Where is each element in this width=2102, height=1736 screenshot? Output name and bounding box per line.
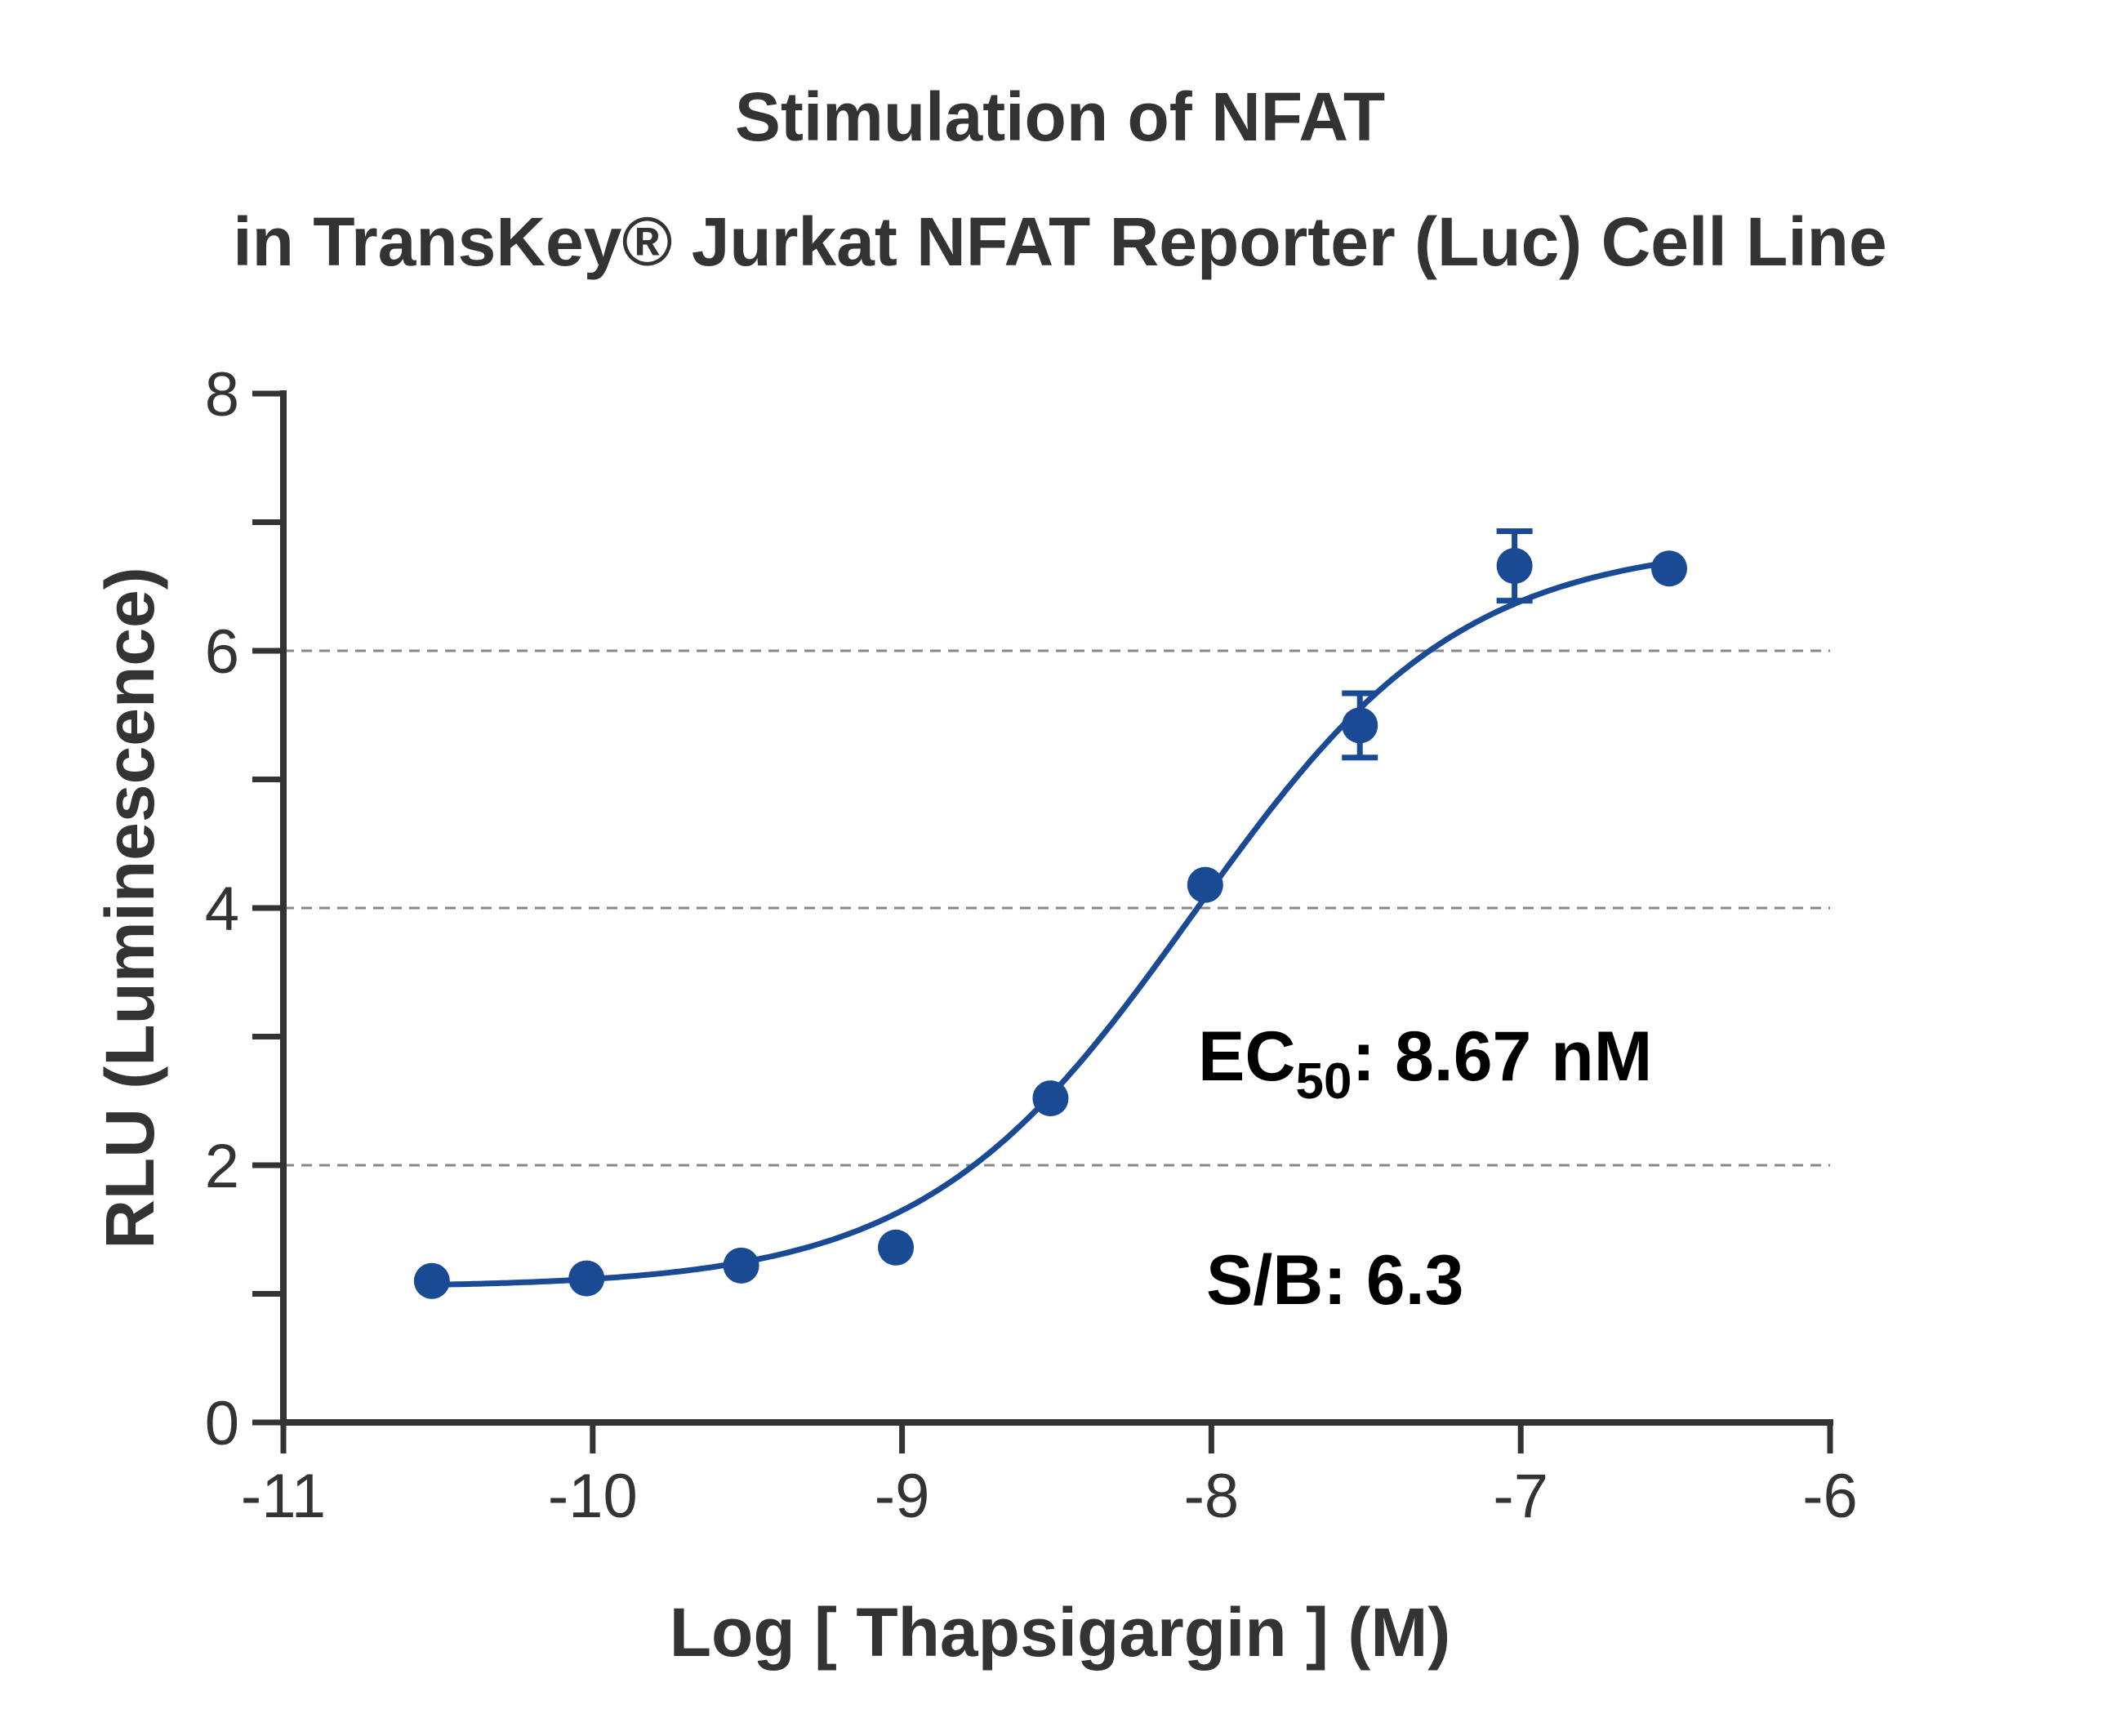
y-axis-ticks: 0 2 4 6 8: [205, 360, 283, 1458]
ec50-prefix: EC: [1198, 1017, 1295, 1096]
chart-title-line1: Stimulation of NFAT: [735, 78, 1385, 155]
fit-curve-group: [431, 559, 1670, 1288]
sb-annotation: S/B: 6.3: [1206, 1241, 1463, 1320]
ec50-value: : 8.67 nM: [1352, 1017, 1652, 1096]
y-tick-label: 6: [205, 617, 239, 687]
x-tick-label: -10: [548, 1462, 638, 1531]
ec50-annotation: EC50: 8.67 nM: [1198, 1017, 1652, 1110]
data-point: [1496, 548, 1533, 585]
y-tick-label: 2: [205, 1132, 239, 1201]
x-tick-label: -6: [1802, 1462, 1858, 1531]
fit-curve: [431, 559, 1670, 1288]
data-point: [1032, 1080, 1069, 1117]
data-point: [413, 1262, 450, 1299]
x-axis-ticks: -11 -10 -9 -8 -7 -6: [241, 1422, 1858, 1531]
y-tick-label: 4: [205, 875, 239, 944]
data-point: [1187, 866, 1223, 903]
data-point: [568, 1260, 605, 1297]
y-tick-label: 0: [205, 1389, 239, 1458]
x-tick-label: -7: [1493, 1462, 1548, 1531]
x-axis-label: Log [ Thapsigargin ] (M): [670, 1594, 1451, 1671]
x-tick-label: -11: [241, 1462, 326, 1531]
x-tick-label: -9: [875, 1462, 930, 1531]
x-tick-label: -8: [1184, 1462, 1240, 1531]
data-point: [723, 1247, 759, 1284]
ec50-subscript: 50: [1295, 1053, 1352, 1110]
chart-title-line2: in TransKey® Jurkat NFAT Reporter (Luc) …: [233, 203, 1886, 280]
data-points: [413, 528, 1688, 1299]
data-point: [878, 1229, 915, 1266]
data-point: [1342, 707, 1378, 744]
gridlines: [283, 649, 1830, 1167]
y-axis-label: RLU (Luminescence): [91, 567, 168, 1249]
y-tick-label: 8: [205, 360, 239, 430]
data-point: [1651, 550, 1688, 587]
